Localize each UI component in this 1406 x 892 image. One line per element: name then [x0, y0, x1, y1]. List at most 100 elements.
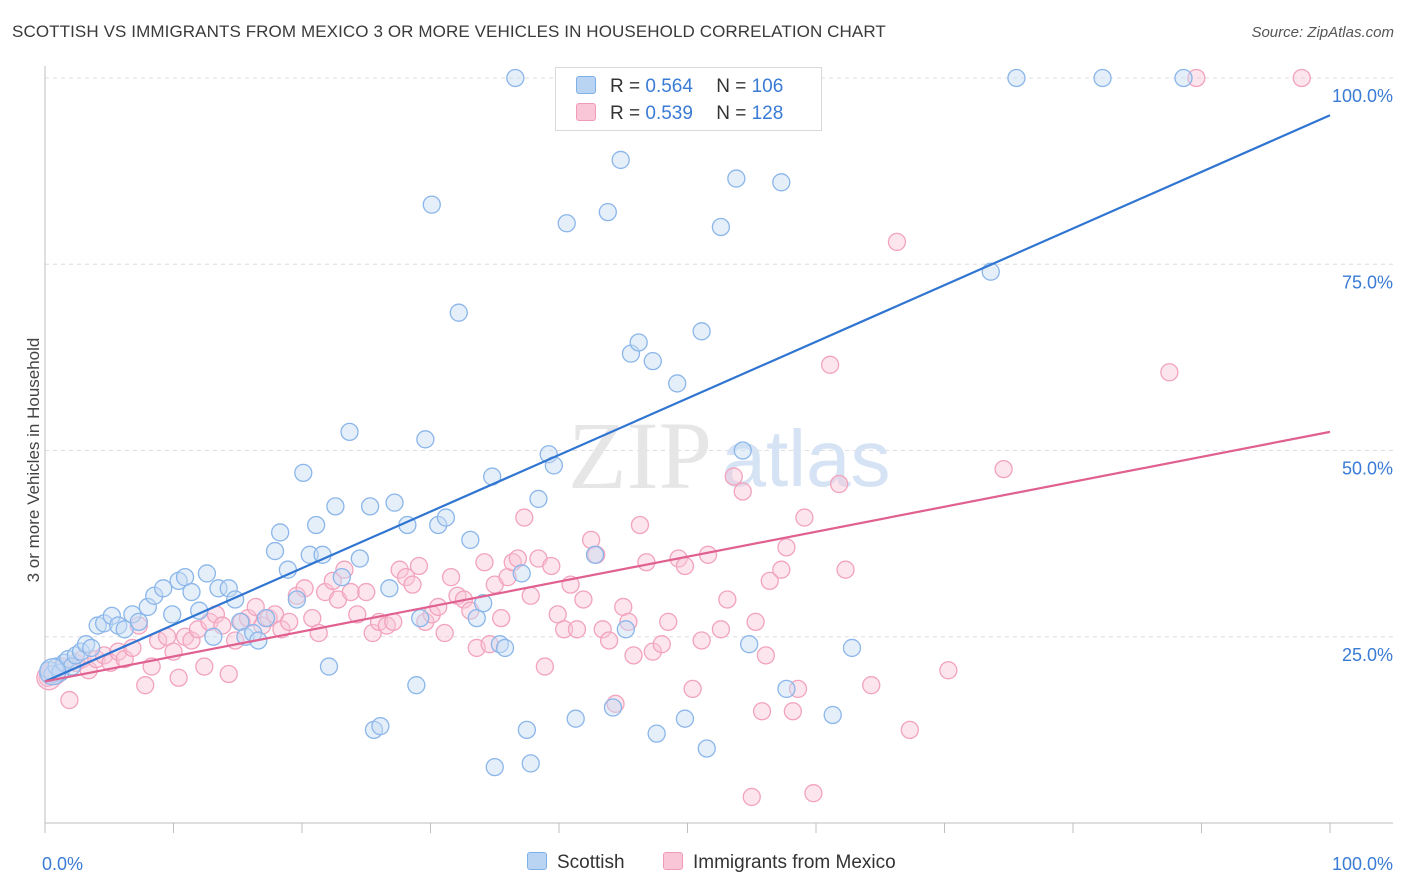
point-mexico [396, 568, 416, 587]
point-scottish [129, 612, 148, 631]
point-mexico [1160, 363, 1179, 382]
point-scottish [265, 541, 285, 561]
point-scottish [209, 579, 228, 598]
point-scottish [102, 606, 121, 626]
grid [45, 77, 1393, 638]
trend-lines [44, 114, 1331, 683]
y-tick-label: 75.0% [1342, 272, 1393, 292]
point-mexico [480, 635, 499, 654]
legend-r-label: R = [610, 103, 641, 124]
point-scottish [422, 195, 441, 214]
source-label: Source: ZipAtlas.com [1251, 24, 1394, 41]
point-scottish [219, 579, 238, 598]
point-mexico [195, 657, 214, 676]
point-mexico [742, 787, 761, 807]
point-scottish [675, 709, 695, 728]
point-mexico [836, 560, 855, 579]
point-mexico [554, 620, 574, 639]
point-mexico [994, 459, 1013, 479]
point-scottish [1093, 68, 1112, 88]
bottom-legend-swatch-scottish [527, 852, 547, 870]
legend-row-scottish: R = 0.564 N = 106 [576, 76, 783, 98]
series-scottish [39, 68, 1193, 777]
point-mexico [724, 467, 743, 486]
bottom-legend-scottish: Scottish [527, 852, 625, 874]
point-scottish [740, 635, 759, 654]
point-mexico [659, 612, 678, 631]
point-scottish [371, 717, 390, 736]
point-scottish [416, 430, 435, 449]
point-mexico [182, 631, 201, 650]
watermark: ZIP atlas [568, 402, 890, 509]
legend-n-label: N = [716, 103, 747, 124]
point-scottish [521, 754, 540, 773]
point-mexico [711, 620, 731, 639]
point-scottish [598, 202, 617, 222]
point-scottish [332, 568, 351, 587]
point-mexico [599, 631, 619, 650]
point-scottish [411, 608, 430, 628]
point-mexico [630, 515, 650, 535]
point-mexico [363, 623, 382, 643]
point-mexico [733, 482, 752, 501]
point-scottish [340, 422, 359, 442]
point-scottish [485, 757, 504, 777]
bottom-legend-mexico: Immigrants from Mexico [663, 852, 896, 874]
point-mexico [746, 612, 765, 631]
point-scottish [380, 579, 399, 598]
point-scottish [182, 582, 201, 602]
point-scottish [449, 303, 468, 322]
point-scottish [271, 523, 290, 542]
point-scottish [495, 638, 515, 658]
point-scottish [407, 676, 426, 695]
point-scottish [603, 698, 623, 717]
point-scottish [436, 508, 456, 527]
point-scottish [506, 68, 525, 88]
point-mexico [403, 575, 422, 594]
point-mexico [435, 623, 454, 643]
point-mexico [752, 702, 772, 721]
point-mexico [348, 605, 367, 624]
point-mexico [772, 560, 791, 579]
point-mexico [508, 549, 528, 568]
y-tick-label: 100.0% [1332, 86, 1393, 106]
point-mexico [574, 590, 593, 609]
legend-r-value: 0.539 [645, 103, 693, 124]
point-scottish [154, 579, 173, 598]
x-tick-label: 100.0% [1332, 854, 1393, 874]
point-mexico [535, 657, 555, 676]
legend-swatch-mexico [576, 103, 596, 121]
axes [44, 66, 1393, 833]
point-mexico [862, 676, 881, 695]
point-mexico [683, 679, 702, 699]
point-mexico [760, 571, 779, 591]
stats-legend: R = 0.564 N = 106 R = 0.539 N = 128 [555, 67, 822, 131]
tick-labels: 25.0% 50.0% 75.0% 100.0% 0.0% 100.0% [42, 86, 1393, 874]
bottom-legend-label: Scottish [557, 852, 625, 873]
chart-title: SCOTTISH VS IMMIGRANTS FROM MEXICO 3 OR … [12, 22, 886, 41]
point-mexico [567, 620, 587, 639]
trend-line-mexico [44, 430, 1331, 683]
point-scottish [842, 638, 862, 658]
point-scottish [629, 333, 648, 352]
point-mexico [675, 556, 695, 576]
point-scottish [474, 594, 493, 613]
point-scottish [82, 638, 101, 658]
point-scottish [204, 627, 223, 646]
point-mexico [652, 635, 671, 654]
point-scottish [1174, 68, 1193, 88]
point-scottish [197, 564, 217, 583]
point-scottish [727, 169, 746, 188]
point-mexico [718, 590, 737, 609]
legend-swatch-scottish [576, 76, 596, 94]
y-tick-label: 50.0% [1342, 459, 1393, 479]
point-mexico [60, 690, 79, 710]
point-mexico [279, 612, 299, 631]
point-scottish [557, 214, 576, 233]
point-scottish [777, 679, 796, 699]
point-mexico [756, 646, 776, 665]
point-mexico [441, 568, 461, 587]
point-mexico [829, 474, 849, 494]
y-axis-label: 3 or more Vehicles in Household [24, 337, 43, 583]
